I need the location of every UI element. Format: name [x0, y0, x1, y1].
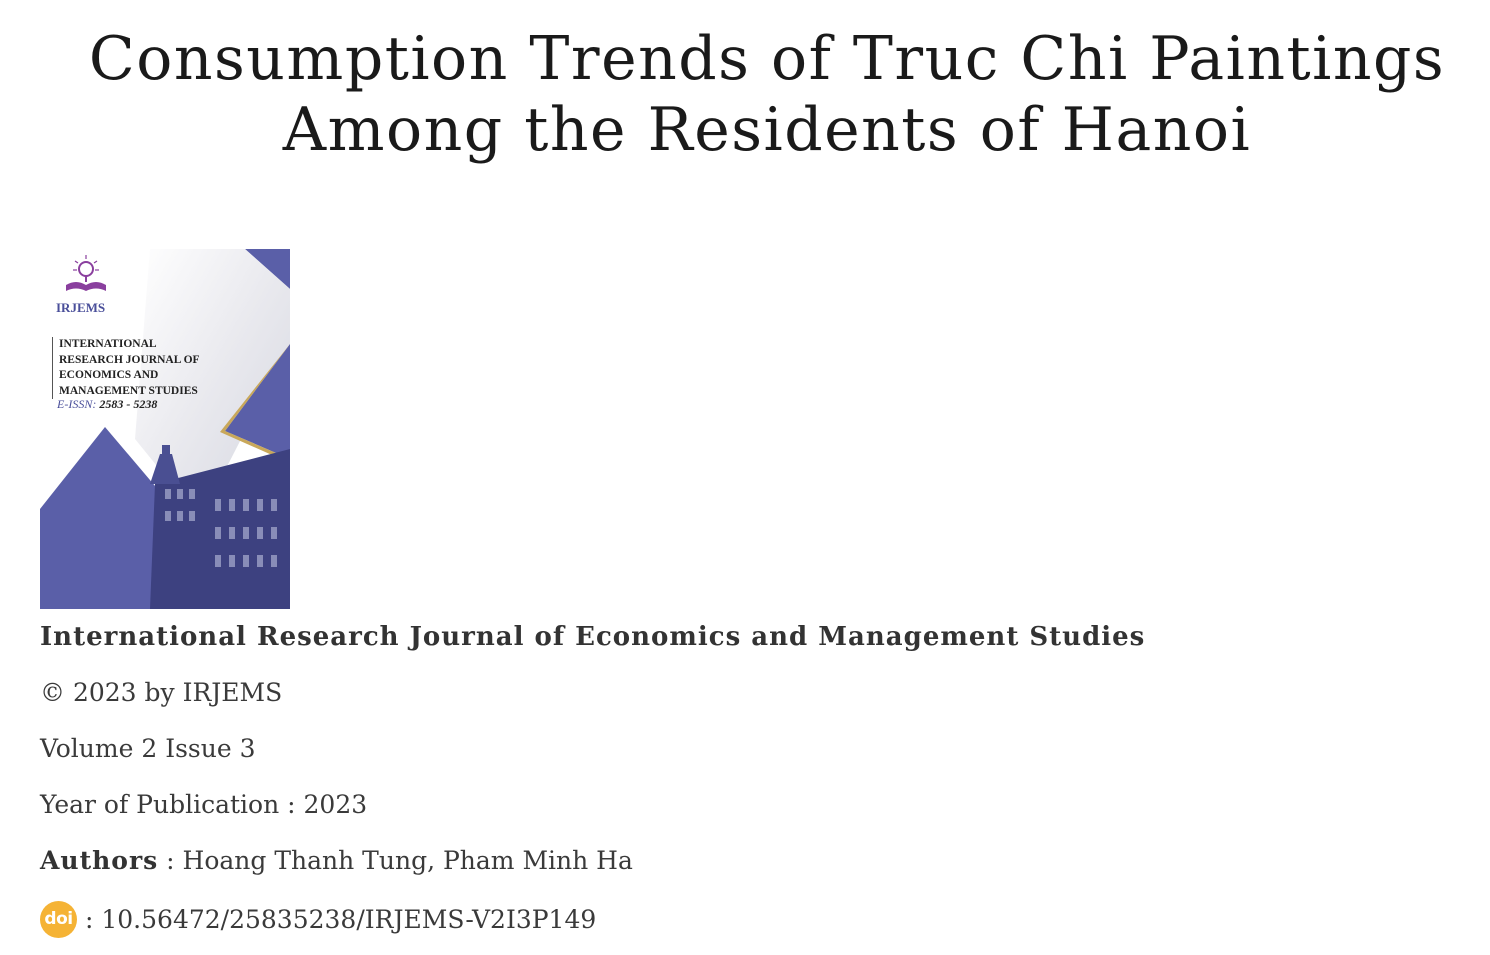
- cover-journal-line: ECONOMICS AND: [59, 369, 159, 381]
- cover-issn: E-ISSN: 2583 - 5238: [57, 397, 157, 412]
- cover-artwork: [40, 249, 290, 609]
- page-title: Consumption Trends of Truc Chi Paintings…: [0, 24, 1490, 166]
- authors-label: Authors: [40, 846, 159, 875]
- cover-issn-value: 2583 - 5238: [99, 397, 158, 411]
- journal-logo-icon: [66, 255, 106, 291]
- title-line-2: Among the Residents of Hanoi: [282, 95, 1252, 165]
- title-line-1: Consumption Trends of Truc Chi Paintings: [88, 24, 1446, 94]
- publication-year: Year of Publication : 2023: [40, 790, 368, 819]
- authors-separator: :: [158, 846, 183, 875]
- cover-journal-title: INTERNATIONAL RESEARCH JOURNAL OF ECONOM…: [52, 337, 234, 399]
- cover-journal-line: INTERNATIONAL: [59, 338, 157, 350]
- doi-link[interactable]: : 10.56472/25835238/IRJEMS-V2I3P149: [85, 904, 597, 934]
- doi[interactable]: doi : 10.56472/25835238/IRJEMS-V2I3P149: [40, 901, 596, 938]
- cover-brand: IRJEMS: [56, 300, 106, 315]
- authors-names: Hoang Thanh Tung, Pham Minh Ha: [182, 846, 633, 875]
- cover-journal-line: MANAGEMENT STUDIES: [59, 384, 198, 397]
- cover-issn-label: E-ISSN:: [57, 397, 97, 411]
- volume-issue: Volume 2 Issue 3: [40, 734, 256, 763]
- authors: Authors : Hoang Thanh Tung, Pham Minh Ha: [40, 845, 633, 877]
- cover-journal-line: RESEARCH JOURNAL OF: [59, 353, 200, 366]
- journal-cover-image: IRJEMS INTERNATIONAL RESEARCH JOURNAL OF…: [40, 249, 290, 609]
- copyright: © 2023 by IRJEMS: [40, 678, 283, 707]
- journal-name: International Research Journal of Econom…: [40, 622, 1146, 652]
- doi-icon: doi: [40, 901, 77, 938]
